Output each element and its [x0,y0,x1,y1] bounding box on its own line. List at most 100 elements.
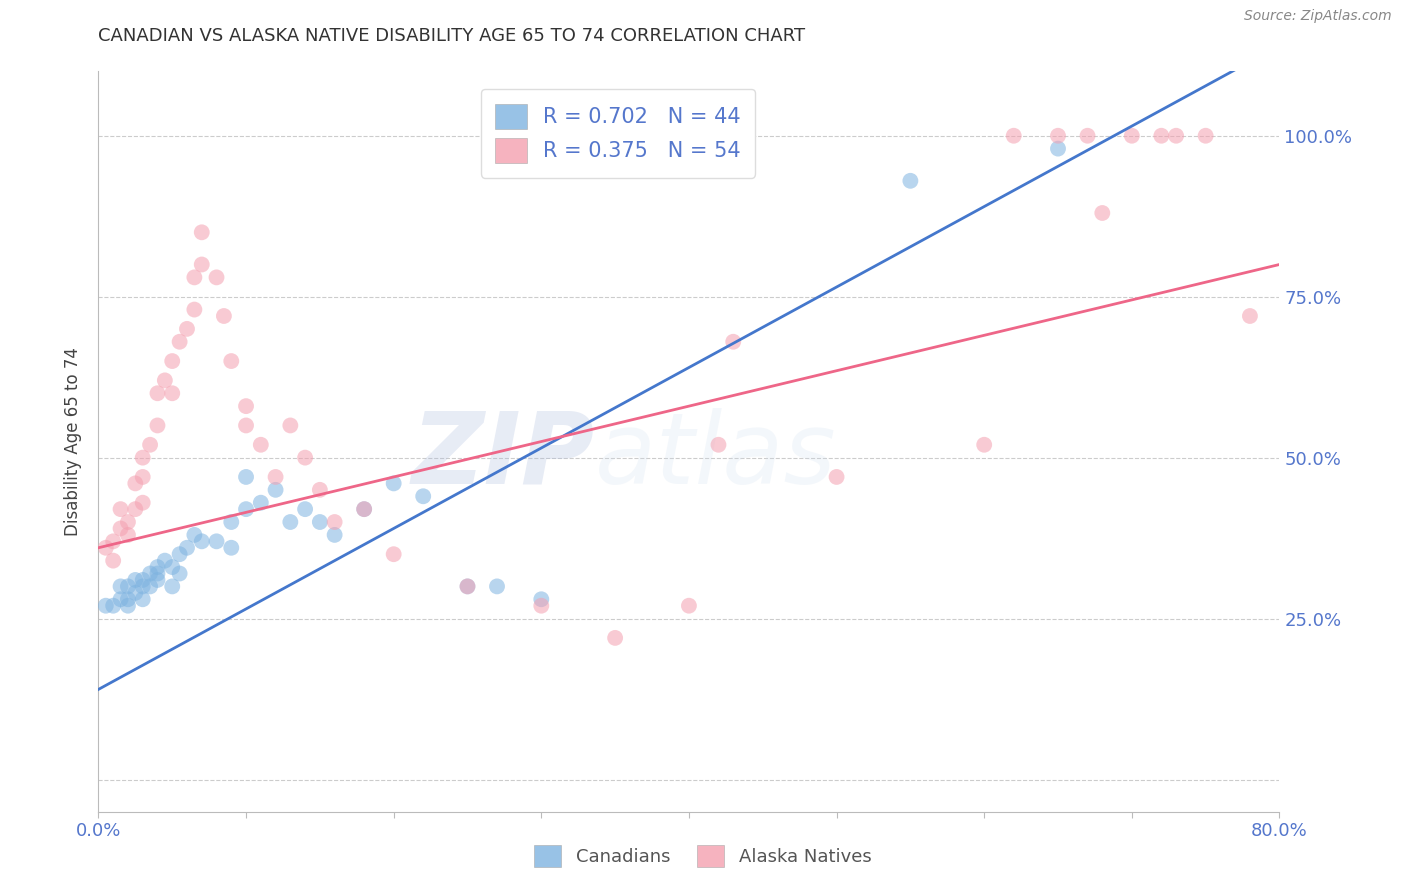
Point [250,496,273,510]
Point [605,631,627,645]
Point [176,322,198,336]
Point [723,334,745,349]
Point [132,573,155,587]
Point [110,521,132,535]
Point [280,418,302,433]
Point [1091,206,1114,220]
Point [250,438,273,452]
Point [117,579,139,593]
Point [212,309,235,323]
Point [146,418,169,433]
Point [132,496,155,510]
Point [1002,128,1025,143]
Point [707,438,730,452]
Point [457,579,479,593]
Text: CANADIAN VS ALASKA NATIVE DISABILITY AGE 65 TO 74 CORRELATION CHART: CANADIAN VS ALASKA NATIVE DISABILITY AGE… [98,27,806,45]
Text: ZIP: ZIP [412,408,595,505]
Point [162,560,183,574]
Point [169,334,191,349]
Point [117,599,139,613]
Point [530,599,553,613]
Point [176,541,198,555]
Point [124,502,146,516]
Point [162,354,183,368]
Point [1239,309,1261,323]
Point [103,534,125,549]
Point [146,566,169,581]
Point [235,399,257,413]
Point [221,541,243,555]
Point [309,515,332,529]
Point [205,534,228,549]
Point [235,470,257,484]
Point [132,592,155,607]
Point [973,438,995,452]
Point [353,502,375,516]
Point [294,502,316,516]
Point [110,592,132,607]
Point [94,599,117,613]
Point [382,476,405,491]
Point [382,547,405,561]
Point [221,354,243,368]
Point [183,302,205,317]
Point [235,502,257,516]
Text: atlas: atlas [595,408,837,505]
Point [323,528,346,542]
Point [132,470,155,484]
Point [825,470,848,484]
Point [353,502,375,516]
Point [132,579,155,593]
Point [94,541,117,555]
Point [309,483,332,497]
Point [132,450,155,465]
Point [153,554,176,568]
Point [1166,128,1188,143]
Legend: R = 0.702   N = 44, R = 0.375   N = 54: R = 0.702 N = 44, R = 0.375 N = 54 [481,89,755,178]
Point [191,225,214,239]
Point [162,386,183,401]
Point [1121,128,1143,143]
Point [139,566,162,581]
Point [183,270,205,285]
Point [1046,128,1070,143]
Point [1195,128,1218,143]
Point [412,489,434,503]
Point [221,515,243,529]
Point [124,476,146,491]
Point [110,579,132,593]
Point [117,592,139,607]
Y-axis label: Disability Age 65 to 74: Disability Age 65 to 74 [65,347,83,536]
Point [117,515,139,529]
Point [264,483,287,497]
Point [146,560,169,574]
Point [183,528,205,542]
Point [124,573,146,587]
Point [146,386,169,401]
Point [191,534,214,549]
Point [153,373,176,387]
Point [103,599,125,613]
Point [323,515,346,529]
Point [530,592,553,607]
Point [486,579,509,593]
Point [294,450,316,465]
Point [678,599,700,613]
Point [900,174,922,188]
Point [103,554,125,568]
Point [457,579,479,593]
Text: Source: ZipAtlas.com: Source: ZipAtlas.com [1244,9,1392,23]
Point [117,528,139,542]
Point [146,573,169,587]
Point [139,579,162,593]
Legend: Canadians, Alaska Natives: Canadians, Alaska Natives [527,838,879,874]
Point [169,566,191,581]
Point [124,586,146,600]
Point [191,258,214,272]
Point [1150,128,1173,143]
Point [110,502,132,516]
Point [264,470,287,484]
Point [162,579,183,593]
Point [1046,142,1070,156]
Point [169,547,191,561]
